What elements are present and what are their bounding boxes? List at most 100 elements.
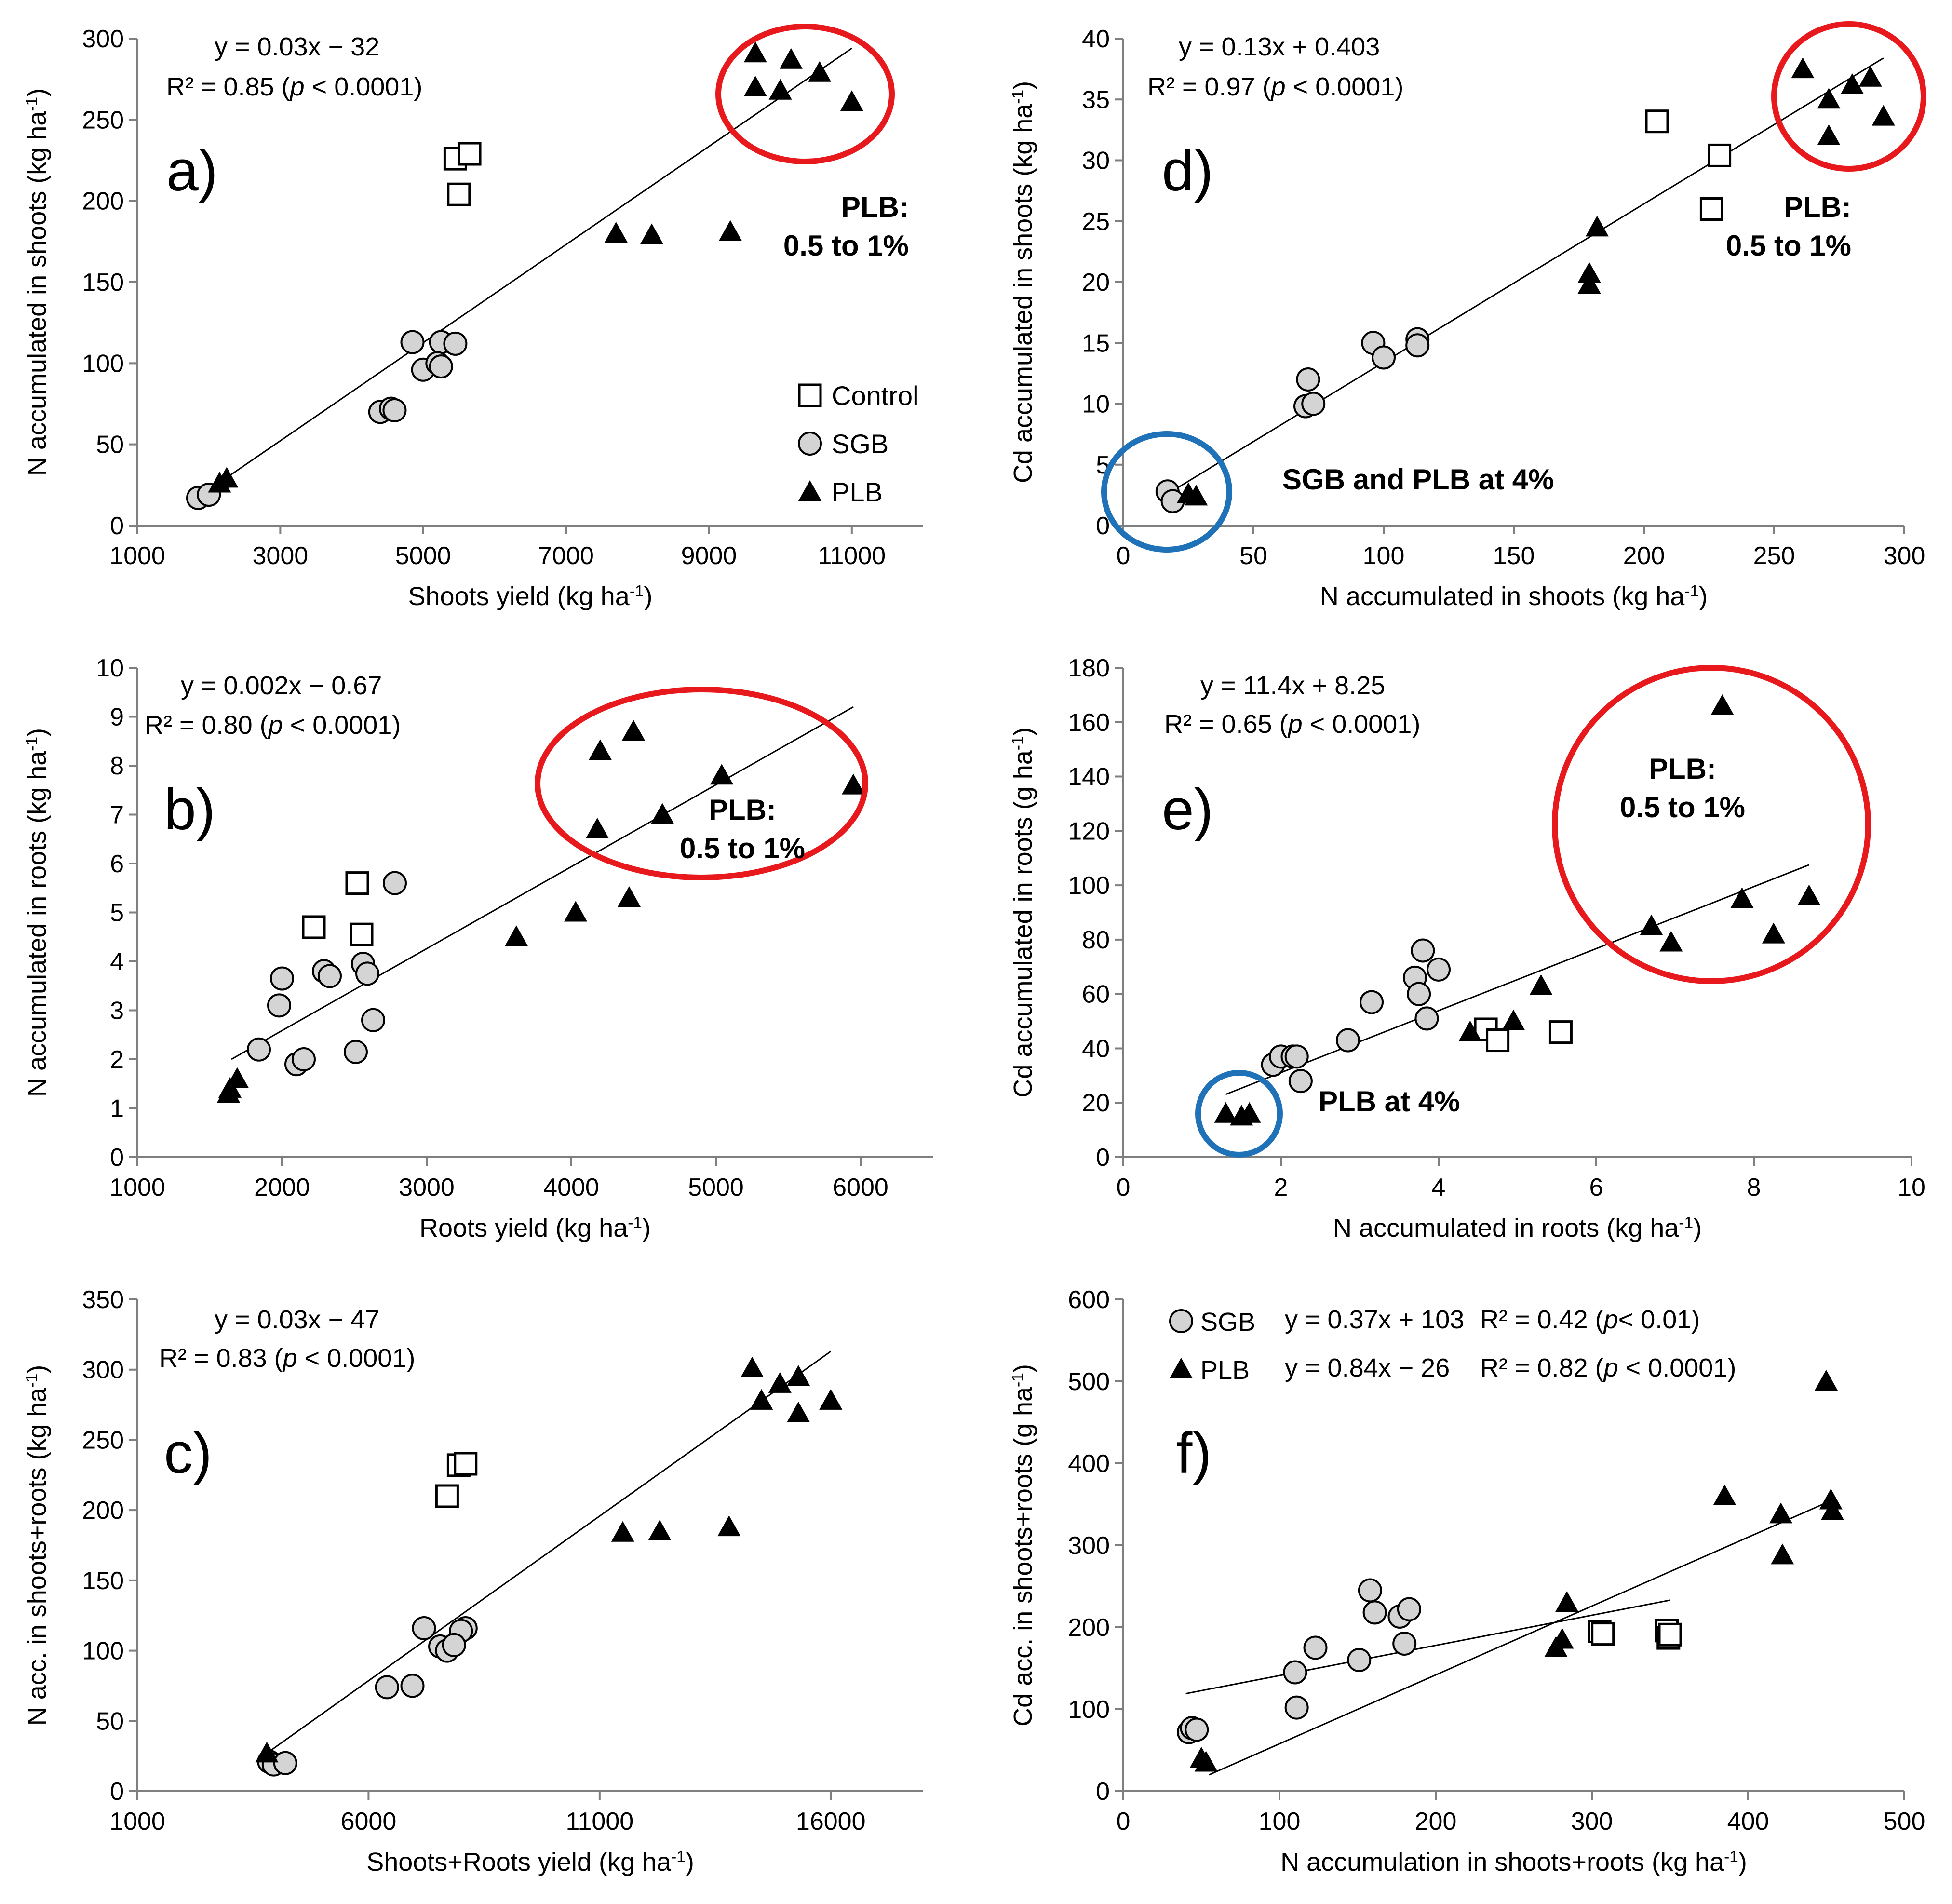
panel-e-regression-line <box>1225 864 1809 1095</box>
panel-c-point-plb <box>717 1515 741 1537</box>
panel-d-point-plb <box>1817 88 1841 109</box>
panel-a-point-control <box>447 182 471 206</box>
panel-a-point-sgb <box>400 330 425 354</box>
panel-f-regression-line <box>1209 1499 1834 1776</box>
panel-c-point-plb <box>768 1372 792 1393</box>
panel-b-point-plb <box>622 719 645 741</box>
panel-a-x-axis-label: Shoots yield (kg ha-1) <box>408 582 652 611</box>
panel-f-label: f) <box>1176 1421 1212 1485</box>
panel-f-y-tick-label: 600 <box>1068 1286 1110 1314</box>
panel-d-y-tick-label: 25 <box>1082 208 1110 236</box>
panel-f-x-tick-label: 400 <box>1727 1808 1769 1836</box>
legend-marker-sgb <box>798 432 822 456</box>
panel-a-y-tick-label: 250 <box>82 106 124 134</box>
panel-b-y-axis-label: N accumulated in roots (kg ha-1) <box>23 728 52 1097</box>
panel-d-label: d) <box>1162 138 1213 203</box>
panel-b-y-tick-label: 10 <box>96 654 124 682</box>
panel-c-point-plb <box>787 1365 810 1386</box>
panel-e-equation: y = 11.4x + 8.25 <box>1200 671 1385 700</box>
panel-d-x-tick-label: 250 <box>1753 542 1795 570</box>
panel-b-point-sgb <box>292 1047 316 1071</box>
panel-d-y-tick-label: 15 <box>1082 329 1110 357</box>
panel-d-x-tick-label: 200 <box>1623 542 1665 570</box>
panel-f-point-plb <box>1769 1502 1793 1524</box>
panel-f-point-sgb <box>1185 1717 1209 1742</box>
panel-f-legend-r-squared: R² = 0.82 (p < 0.0001) <box>1480 1353 1736 1382</box>
panel-b-r-squared: R² = 0.80 (p < 0.0001) <box>145 711 401 740</box>
panel-d-y-tick-label: 35 <box>1082 86 1110 114</box>
panel-a-x-tick-label: 5000 <box>395 542 451 570</box>
panel-e-x-axis-label: N accumulated in roots (kg ha-1) <box>1333 1214 1702 1242</box>
panel-a-point-sgb <box>382 398 407 422</box>
panel-a-point-plb <box>743 76 767 96</box>
panel-c-point-sgb <box>400 1674 425 1698</box>
panel-f-x-tick-label: 100 <box>1259 1808 1301 1836</box>
panel-d-highlight-ellipse <box>1101 431 1232 553</box>
panel-d-x-tick-label: 150 <box>1493 542 1535 570</box>
panel-d-point-plb <box>1841 73 1864 94</box>
panel-b-point-sgb <box>355 961 379 986</box>
panel-d-x-axis-label: N accumulated in shoots (kg ha-1) <box>1320 582 1708 611</box>
legend-label-sgb: SGB <box>832 429 888 459</box>
panel-e-y-tick-label: 40 <box>1082 1035 1110 1063</box>
panel-c-y-tick-label: 300 <box>82 1356 124 1384</box>
panel-d-point-plb <box>1817 124 1841 145</box>
panel-f-y-tick-label: 100 <box>1068 1696 1110 1724</box>
panel-f-x-tick-label: 500 <box>1884 1808 1925 1836</box>
panel-e-x-tick-label: 2 <box>1274 1174 1288 1202</box>
panel-c-point-plb <box>740 1356 764 1377</box>
panel-b-y-tick-label: 0 <box>110 1144 124 1172</box>
panel-e-point-sgb <box>1414 1006 1439 1031</box>
panel-e-x-tick-label: 0 <box>1117 1174 1131 1202</box>
panel-c-x-tick-label: 1000 <box>109 1808 165 1836</box>
panel-d-point-plb <box>1858 66 1882 87</box>
panel-b-y-tick-label: 2 <box>110 1046 124 1074</box>
panel-d-point-sgb <box>1372 345 1396 370</box>
panel-e-point-sgb <box>1407 982 1431 1006</box>
panel-e-point-plb <box>1214 1102 1238 1123</box>
panel-e-y-tick-label: 0 <box>1096 1144 1110 1172</box>
panel-e-y-tick-label: 140 <box>1068 763 1110 791</box>
panel-f-point-sgb <box>1392 1632 1417 1656</box>
panel-d-x-tick-label: 300 <box>1884 542 1925 570</box>
panel-a-point-plb <box>808 61 832 82</box>
panel-e-point-plb <box>1458 1020 1482 1041</box>
panel-d-point-plb <box>1577 262 1601 283</box>
panel-d-point-sgb <box>1296 367 1320 392</box>
panel-c-point-sgb <box>412 1616 436 1640</box>
panel-c-y-tick-label: 0 <box>110 1778 124 1806</box>
panel-c-x-tick-label: 16000 <box>796 1808 866 1836</box>
panel-c-y-axis-label: N acc. in shoots+roots (kg ha-1) <box>23 1365 52 1726</box>
panel-f-y-tick-label: 300 <box>1068 1532 1110 1560</box>
panel-b-x-tick-label: 3000 <box>399 1174 455 1202</box>
panel-a-point-plb <box>604 222 628 243</box>
panel-b-equation: y = 0.002x − 0.67 <box>181 671 382 700</box>
panel-a-equation: y = 0.03x − 32 <box>215 32 379 61</box>
panel-b-y-tick-label: 9 <box>110 703 124 731</box>
panel-b-regression-line <box>231 706 854 1060</box>
panel-a-highlight-ellipse <box>715 24 895 164</box>
panel-a-y-tick-label: 200 <box>82 188 124 216</box>
panel-e-y-tick-label: 60 <box>1082 981 1110 1009</box>
panel-d-point-plb <box>1791 57 1815 79</box>
panel-e-point-sgb <box>1288 1069 1313 1094</box>
panel-e-highlight-ellipse <box>1195 1070 1283 1158</box>
panel-f-legend-name: PLB <box>1200 1356 1250 1385</box>
panel-c-y-tick-label: 150 <box>82 1567 124 1595</box>
panel-e-point-plb <box>1640 914 1663 935</box>
panel-f-point-control <box>1658 1622 1682 1647</box>
panel-f-point-sgb <box>1283 1660 1307 1685</box>
panel-f-x-axis-label: N accumulation in shoots+roots (kg ha-1) <box>1280 1848 1747 1877</box>
panel-e-x-tick-label: 8 <box>1747 1174 1761 1202</box>
panel-a-regression-line <box>215 47 852 486</box>
panel-f-point-sgb <box>1362 1600 1387 1625</box>
panel-c-r-squared: R² = 0.83 (p < 0.0001) <box>159 1344 415 1373</box>
panel-b-y-tick-label: 8 <box>110 752 124 780</box>
panel-a-y-tick-label: 150 <box>82 269 124 297</box>
panel-f-legend-r-squared: R² = 0.42 (p< 0.01) <box>1480 1305 1700 1334</box>
panel-c-point-plb <box>819 1389 843 1410</box>
panel-f-point-plb <box>1550 1628 1574 1649</box>
panel-d-annotation-red: 0.5 to 1% <box>1726 230 1851 262</box>
panel-b-x-tick-label: 4000 <box>543 1174 599 1202</box>
panel-f-point-control <box>1591 1622 1615 1646</box>
